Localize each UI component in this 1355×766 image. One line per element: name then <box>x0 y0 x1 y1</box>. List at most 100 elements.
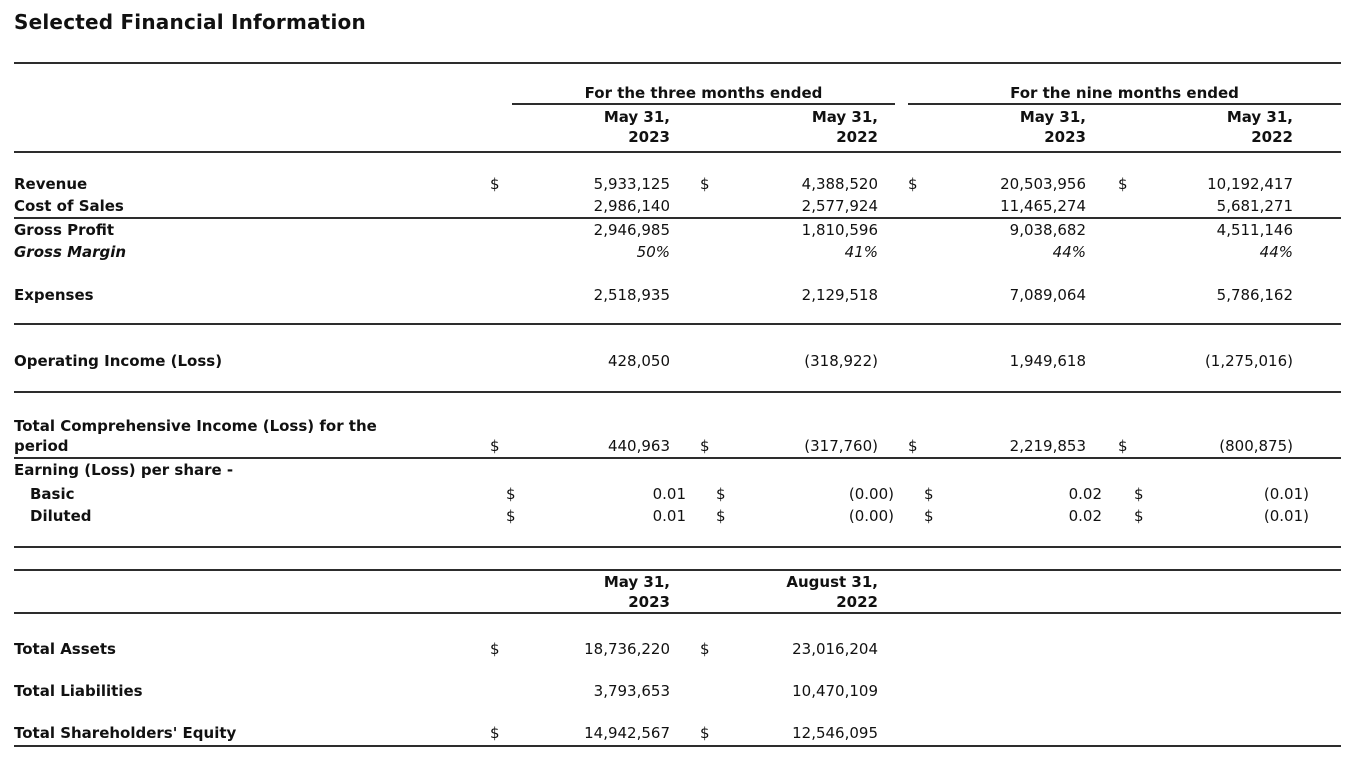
cell-value: 18,736,220 <box>584 640 670 658</box>
divider <box>14 151 1341 153</box>
cell-value: 5,933,125 <box>593 175 670 193</box>
dollar-sign <box>908 220 938 240</box>
divider <box>14 745 1341 747</box>
dollar-sign <box>490 681 520 701</box>
cell-value: 440,963 <box>607 437 670 455</box>
row-total-assets: Total Assets $ 18,736,220 $ 23,016,204 <box>14 639 1341 659</box>
cell-value: 44% <box>1259 243 1293 261</box>
gap <box>1086 174 1118 194</box>
cell-value: 23,016,204 <box>792 640 878 658</box>
cell-value: 0.01 <box>652 507 686 525</box>
cell-value: 4,388,520 <box>801 175 878 193</box>
gap <box>1086 220 1118 240</box>
dollar-sign: $ <box>700 640 710 658</box>
dollar-sign <box>490 196 520 216</box>
row-total-equity: Total Shareholders' Equity $ 14,942,567 … <box>14 723 1341 743</box>
row-comprehensive-income-label: Total Comprehensive Income (Loss) for th… <box>14 416 1341 436</box>
cell-value: (0.01) <box>1263 507 1309 525</box>
header-spacer <box>14 107 490 147</box>
cell-value: 0.01 <box>652 485 686 503</box>
gap <box>894 506 924 526</box>
gap <box>670 285 700 305</box>
cell-value: (318,922) <box>804 352 878 370</box>
col-header-year: 2022 <box>836 593 878 611</box>
cell-value: 9,038,682 <box>1009 221 1086 239</box>
cell-value: 41% <box>844 243 878 261</box>
cell-value: 428,050 <box>607 352 670 370</box>
cell-value: (317,760) <box>804 437 878 455</box>
cell-value: 2,129,518 <box>801 286 878 304</box>
divider <box>14 612 1341 614</box>
dollar-sign: $ <box>700 437 710 455</box>
dollar-sign <box>1118 196 1148 216</box>
gap <box>670 196 700 216</box>
gap <box>670 639 700 659</box>
row-label: Cost of Sales <box>14 197 124 215</box>
dollar-sign: $ <box>700 175 710 193</box>
cell-value: 7,089,064 <box>1009 286 1086 304</box>
col-header-3m-2023: May 31, 2023 <box>490 107 670 147</box>
dollar-sign <box>908 196 938 216</box>
dollar-sign: $ <box>490 175 500 193</box>
dollar-sign: $ <box>506 485 516 503</box>
dollar-sign: $ <box>716 507 726 525</box>
dollar-sign <box>490 220 520 240</box>
row-label: Earning (Loss) per share - <box>14 461 234 479</box>
cell-value: (800,875) <box>1219 437 1293 455</box>
dollar-sign: $ <box>490 724 500 742</box>
dollar-sign: $ <box>700 724 710 742</box>
dollar-sign: $ <box>490 640 500 658</box>
divider <box>14 391 1341 393</box>
dollar-sign <box>1118 351 1148 371</box>
page-title: Selected Financial Information <box>14 10 366 34</box>
row-label: Revenue <box>14 175 88 193</box>
dollar-sign <box>700 681 730 701</box>
dollar-sign: $ <box>924 507 934 525</box>
gap <box>670 107 700 147</box>
dollar-sign: $ <box>1118 437 1128 455</box>
col-header-month: May 31, <box>603 108 670 126</box>
dollar-sign: $ <box>1134 485 1144 503</box>
row-label: Diluted <box>30 507 92 525</box>
gap <box>878 220 908 240</box>
col-header-year: 2023 <box>628 128 670 146</box>
cell-value: 10,192,417 <box>1207 175 1293 193</box>
divider <box>14 62 1341 64</box>
gap <box>670 681 700 701</box>
row-gross-profit: Gross Profit 2,946,985 1,810,596 9,038,6… <box>14 220 1341 240</box>
dollar-sign <box>908 351 938 371</box>
gap <box>686 484 716 504</box>
col-header-month: August 31, <box>786 573 878 591</box>
gap <box>670 723 700 743</box>
col-header-year: 2022 <box>1251 128 1293 146</box>
col-header-may-2023: May 31, 2023 <box>490 572 670 612</box>
row-label: Total Assets <box>14 640 116 658</box>
gap <box>1086 196 1118 216</box>
gap <box>878 242 908 262</box>
cell-value: 3,793,653 <box>593 682 670 700</box>
dollar-sign <box>700 285 730 305</box>
group-header-three-months: For the three months ended <box>512 84 895 105</box>
dollar-sign <box>908 285 938 305</box>
row-label: period <box>14 437 69 455</box>
row-label: Total Shareholders' Equity <box>14 724 237 742</box>
cell-value: 14,942,567 <box>584 724 670 742</box>
gap <box>670 572 700 612</box>
dollar-sign: $ <box>908 437 918 455</box>
cell-value: 2,946,985 <box>593 221 670 239</box>
row-label: Gross Margin <box>14 243 127 261</box>
dollar-sign <box>490 285 520 305</box>
cell-value: 5,681,271 <box>1216 197 1293 215</box>
dollar-sign <box>700 242 730 262</box>
dollar-sign <box>1118 242 1148 262</box>
divider <box>14 569 1341 571</box>
cell-value: 10,470,109 <box>792 682 878 700</box>
gap <box>686 506 716 526</box>
row-label: Expenses <box>14 286 94 304</box>
col-header-month: May 31, <box>1226 108 1293 126</box>
gap <box>1086 242 1118 262</box>
col-header-year: 2023 <box>1044 128 1086 146</box>
dollar-sign <box>700 220 730 240</box>
cell-value: 11,465,274 <box>1000 197 1086 215</box>
